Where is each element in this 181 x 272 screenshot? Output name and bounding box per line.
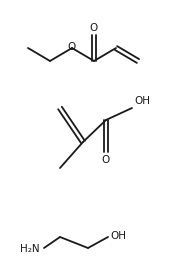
Text: O: O xyxy=(102,155,110,165)
Text: O: O xyxy=(68,42,76,52)
Text: O: O xyxy=(90,23,98,33)
Text: OH: OH xyxy=(110,231,126,241)
Text: OH: OH xyxy=(134,96,150,106)
Text: H₂N: H₂N xyxy=(20,244,40,254)
